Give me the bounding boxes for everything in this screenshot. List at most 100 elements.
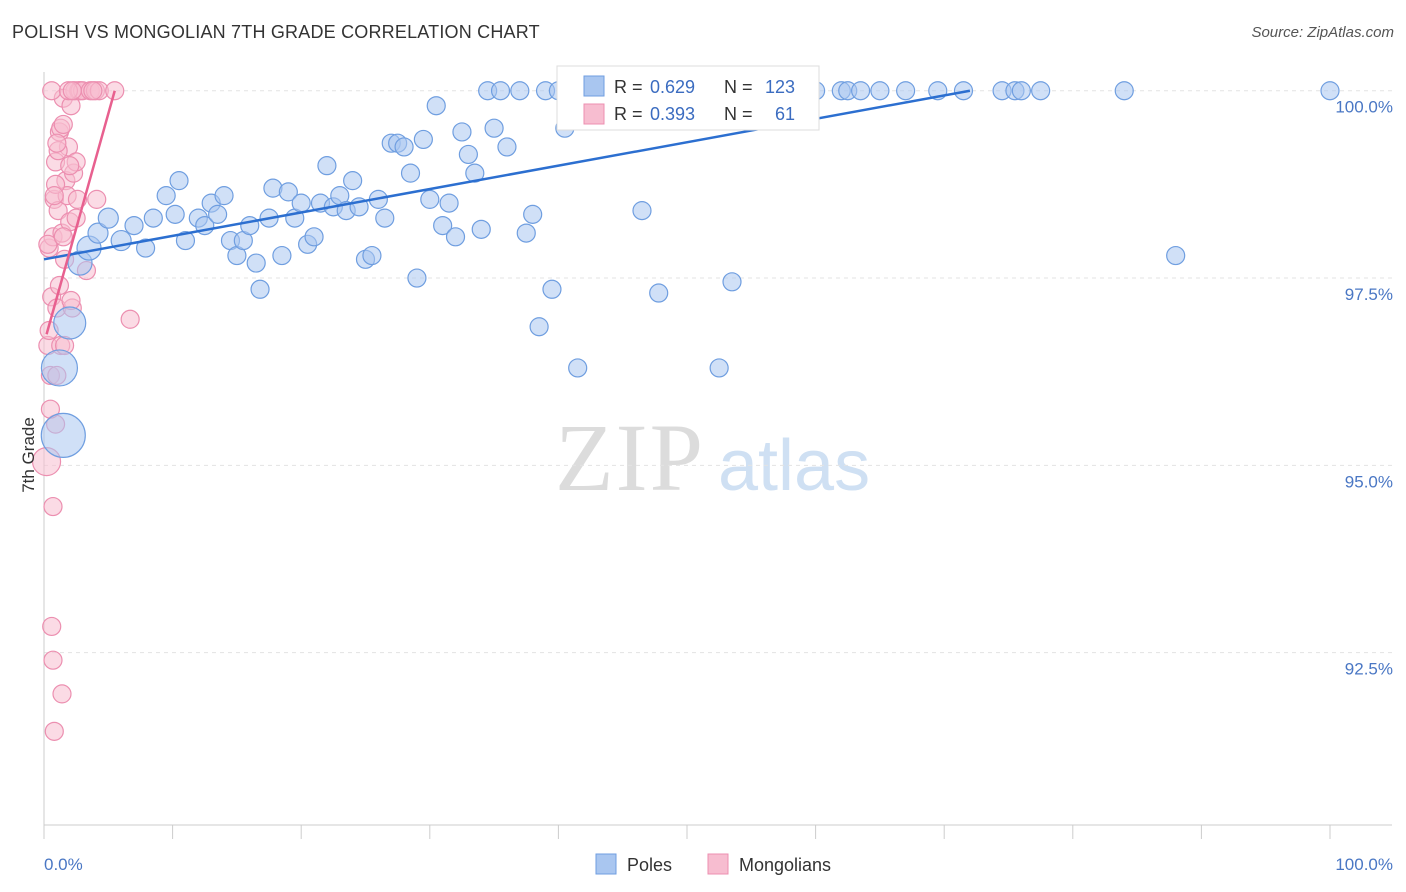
poles-point-9	[135, 238, 156, 258]
mongolians-n-label: N =	[724, 104, 753, 124]
poles-point-19	[214, 186, 234, 206]
poles-point-82	[722, 272, 742, 292]
poles-point-63	[497, 137, 517, 157]
poles-r-value: 0.629	[650, 77, 695, 97]
poles-point-50	[413, 129, 433, 150]
mongolians-points	[31, 81, 140, 741]
poles-point-76	[632, 201, 652, 221]
poles-point-51	[420, 189, 440, 209]
poles-point-25	[250, 279, 270, 299]
poles-point-91	[896, 81, 916, 101]
chart-title: POLISH VS MONGOLIAN 7TH GRADE CORRELATIO…	[12, 22, 540, 42]
poles-point-42	[362, 245, 382, 266]
poles-point-35	[317, 156, 337, 176]
mongolians-point-60	[62, 81, 82, 101]
poles-points	[40, 81, 1340, 458]
poles-point-78	[649, 283, 669, 303]
mongolians-point-34	[42, 616, 62, 637]
poles-n-label: N =	[724, 77, 753, 97]
poles-point-100	[1320, 81, 1340, 101]
poles-point-48	[400, 163, 421, 183]
mongolians-point-35	[43, 650, 63, 670]
poles-point-23	[240, 215, 260, 236]
poles-stats-swatch	[583, 75, 605, 97]
poles-point-28	[272, 245, 292, 266]
mongolians-point-33	[120, 309, 140, 329]
poles-point-97	[1031, 81, 1051, 101]
mongolians-point-47	[53, 227, 73, 247]
watermark-atlas: atlas	[718, 426, 870, 506]
poles-point-44	[375, 208, 395, 228]
poles-point-54	[439, 193, 459, 213]
mongolians-point-56	[60, 156, 80, 176]
poles-point-65	[516, 223, 536, 243]
y-tick-label-2: 95.0%	[1345, 472, 1393, 491]
poles-r-label: R =	[614, 77, 643, 97]
poles-point-13	[169, 171, 189, 191]
poles-point-0	[40, 349, 79, 387]
poles-point-64	[510, 81, 530, 101]
legend-mongolians-swatch	[707, 853, 729, 875]
stats-box: R = 0.629 N = 123 R = 0.393 N = 61	[556, 65, 820, 131]
poles-point-67	[529, 317, 549, 337]
poles-point-24	[246, 253, 266, 273]
legend-poles-swatch	[595, 853, 617, 875]
source-credit: Source: ZipAtlas.com	[1251, 24, 1394, 41]
poles-point-31	[291, 193, 311, 213]
mongolians-trend-line	[45, 90, 116, 335]
y-tick-label-0: 100.0%	[1335, 98, 1393, 117]
mongolians-point-53	[53, 114, 73, 135]
poles-point-12	[165, 204, 185, 224]
watermark-zip: ZIP	[555, 404, 705, 511]
poles-point-14	[175, 230, 196, 251]
poles-point-55	[445, 227, 466, 247]
mongolians-point-38	[43, 496, 63, 517]
poles-point-66	[523, 204, 543, 224]
x-tick-label-1: 100.0%	[1335, 855, 1393, 874]
poles-point-11	[156, 186, 176, 206]
poles-point-6	[97, 207, 119, 229]
x-tick-label-0: 0.0%	[44, 855, 83, 874]
mongolians-r-value: 0.393	[650, 104, 695, 124]
poles-point-69	[542, 279, 562, 299]
poles-point-81	[709, 358, 729, 378]
mongolians-point-46	[38, 234, 58, 254]
poles-point-47	[394, 137, 414, 157]
poles-point-90	[870, 81, 890, 101]
mongolians-point-55	[87, 189, 107, 209]
poles-point-52	[426, 96, 446, 116]
legend: Poles Mongolians	[595, 853, 831, 875]
poles-point-53	[433, 215, 453, 236]
poles-point-59	[471, 219, 491, 239]
legend-mongolians-label: Mongolians	[739, 855, 831, 875]
mongolians-stats-swatch	[583, 103, 605, 125]
poles-point-49	[407, 268, 427, 288]
poles-point-57	[458, 144, 478, 165]
legend-poles-label: Poles	[627, 855, 672, 875]
poles-point-29	[278, 182, 298, 202]
poles-point-1	[40, 412, 86, 458]
mongolians-point-36	[52, 684, 72, 704]
poles-point-89	[851, 81, 871, 101]
mongolians-n-value: 61	[775, 104, 795, 124]
poles-point-2	[53, 306, 87, 340]
mongolians-point-52	[47, 133, 67, 153]
poles-point-58	[465, 163, 485, 183]
poles-point-61	[484, 118, 504, 138]
poles-point-98	[1114, 81, 1134, 101]
mongolians-point-58	[42, 81, 62, 101]
poles-point-62	[490, 81, 511, 101]
poles-point-5	[87, 222, 109, 244]
poles-point-39	[343, 171, 363, 191]
y-axis-label: 7th Grade	[19, 417, 38, 493]
y-tick-label-1: 97.5%	[1345, 285, 1393, 304]
axes: 100.0% 97.5% 95.0% 92.5% 0.0% 100.0%	[43, 72, 1393, 874]
poles-point-10	[143, 208, 163, 228]
poles-n-value: 123	[765, 77, 795, 97]
mongolians-point-37	[44, 721, 64, 741]
mongolians-r-label: R =	[614, 104, 643, 124]
poles-point-18	[208, 204, 228, 224]
poles-point-73	[568, 358, 588, 378]
poles-point-8	[124, 215, 144, 236]
